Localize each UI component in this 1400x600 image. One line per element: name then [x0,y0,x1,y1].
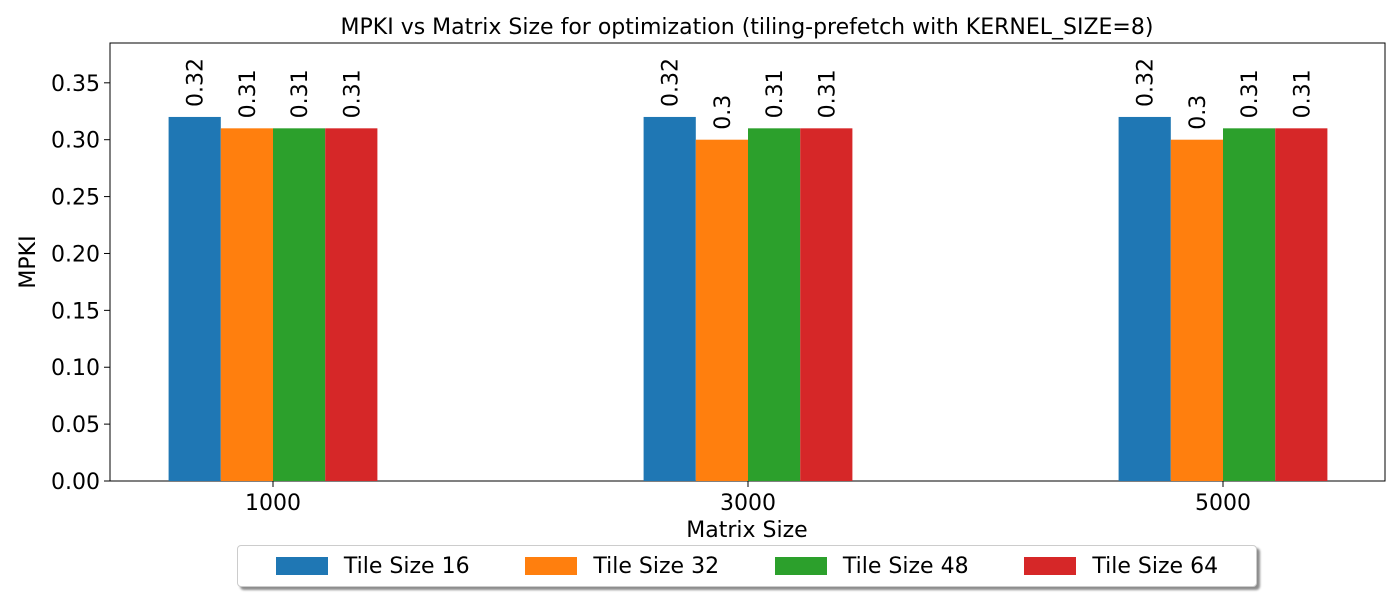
bar-value-label: 0.31 [815,69,840,118]
x-tick-label: 5000 [1195,491,1251,516]
bar-value-label: 0.3 [711,95,736,130]
bar [695,139,748,481]
y-tick-label: 0.00 [51,470,100,495]
y-tick-label: 0.10 [51,356,100,381]
bar-value-label: 0.3 [1186,95,1211,130]
legend-swatch [774,557,827,575]
bar [800,128,853,481]
chart-title: MPKI vs Matrix Size for optimization (ti… [341,15,1154,40]
bar-value-label: 0.31 [288,69,313,118]
legend-item-tile-16: Tile Size 16 [275,553,470,579]
legend-swatch [275,557,328,575]
legend-label: Tile Size 16 [343,553,470,579]
y-tick-label: 0.30 [51,129,100,154]
legend-label: Tile Size 48 [842,553,969,579]
bar-value-label: 0.31 [1238,69,1263,118]
x-tick-label: 1000 [245,491,301,516]
bar-value-label: 0.32 [659,58,684,107]
y-tick-label: 0.20 [51,242,100,267]
bar-value-label: 0.31 [236,69,261,118]
bar [1118,116,1171,481]
bar [325,128,378,481]
y-tick-label: 0.35 [51,72,100,97]
legend: Tile Size 16 Tile Size 32 Tile Size 48 T… [237,545,1257,587]
y-tick-label: 0.05 [51,413,100,438]
bar-value-label: 0.31 [340,69,365,118]
legend-swatch [525,557,578,575]
legend-label: Tile Size 32 [593,553,720,579]
x-tick-label: 3000 [720,491,776,516]
bar-value-label: 0.31 [763,69,788,118]
bar-value-label: 0.32 [1134,58,1159,107]
bar [1223,128,1276,481]
bar [220,128,273,481]
bar-value-label: 0.31 [1290,69,1315,118]
bar [1275,128,1328,481]
legend-label: Tile Size 64 [1092,553,1219,579]
y-tick-label: 0.15 [51,299,100,324]
legend-item-tile-64: Tile Size 64 [1024,554,1218,579]
plot-area: 0.00 0.05 0.10 0.15 0.20 0.25 0.30 0.35 1000 0.32… [51,42,1386,516]
legend-item-tile-48: Tile Size 48 [774,553,969,579]
bar [168,116,221,481]
bar [273,128,326,481]
bar-value-label: 0.32 [184,58,209,107]
legend-item-tile-32: Tile Size 32 [525,554,719,579]
x-axis-label: Matrix Size [686,518,807,543]
bar [1170,139,1223,481]
y-axis-label: MPKI [16,235,41,288]
bar [643,116,696,481]
y-tick-label: 0.25 [51,186,100,211]
legend-swatch [1024,557,1077,575]
bar [748,128,801,481]
